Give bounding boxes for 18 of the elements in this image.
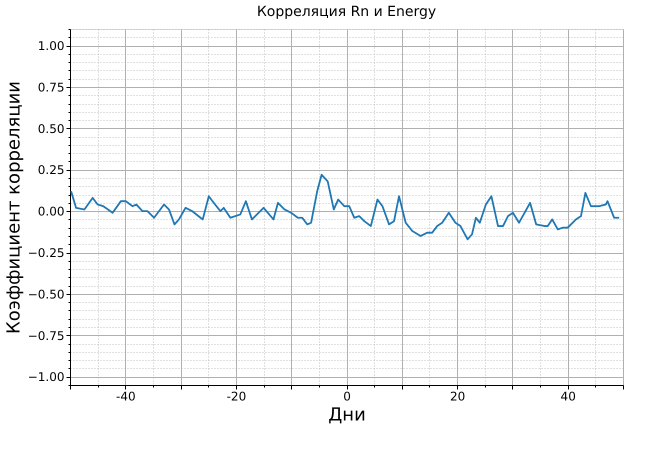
y-tick-label: 0.25 — [38, 163, 64, 178]
x-axis-title: Дни — [328, 404, 366, 426]
y-tick-label: 0.50 — [38, 122, 64, 136]
y-tick-label: −0.75 — [28, 328, 64, 343]
line-series — [70, 174, 620, 240]
x-tick-label: -40 — [116, 390, 136, 404]
y-tick-label: −0.50 — [28, 287, 64, 302]
y-tick-label: 0.00 — [38, 204, 64, 219]
y-tick-label: −1.00 — [28, 370, 64, 384]
x-tick-label: -20 — [226, 390, 246, 404]
x-tick-label: 20 — [450, 390, 466, 404]
y-tick-label: 1.00 — [38, 39, 64, 54]
chart-title: Корреляция Rn и Energy — [256, 4, 436, 20]
x-tick-label: 0 — [343, 390, 351, 404]
y-axis-title: Коэффициент корреляции — [4, 81, 25, 334]
x-tick-label: 40 — [560, 390, 576, 404]
y-tick-label: 0.75 — [38, 80, 64, 94]
y-tick-label: −0.25 — [28, 246, 64, 260]
